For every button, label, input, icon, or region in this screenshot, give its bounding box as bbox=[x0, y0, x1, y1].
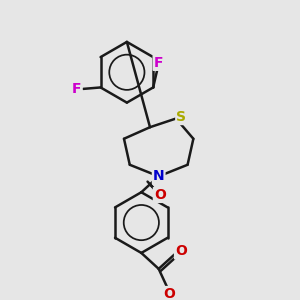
Text: O: O bbox=[175, 244, 187, 259]
Text: S: S bbox=[176, 110, 186, 124]
Text: N: N bbox=[153, 169, 164, 183]
Text: O: O bbox=[154, 188, 166, 202]
Text: O: O bbox=[163, 287, 175, 300]
Text: F: F bbox=[154, 56, 163, 70]
Text: F: F bbox=[72, 82, 82, 96]
